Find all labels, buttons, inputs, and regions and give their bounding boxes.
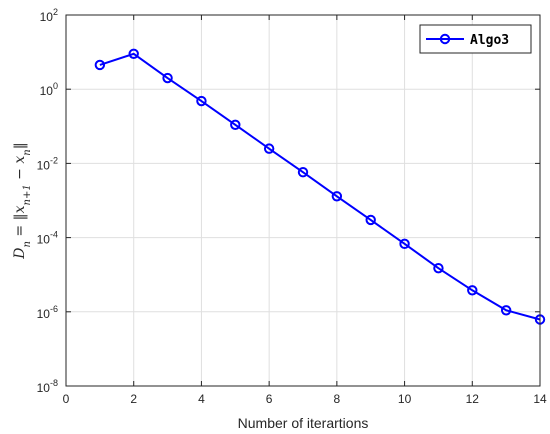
- x-tick-label: 2: [130, 392, 137, 406]
- x-tick-label: 8: [334, 392, 341, 406]
- y-axis-label: Dn = ‖xn+1 − xn‖: [12, 142, 33, 259]
- x-tick-label: 12: [466, 392, 480, 406]
- data-point-marker: [331, 191, 343, 202]
- data-point-marker: [162, 72, 173, 84]
- data-point-marker: [196, 95, 207, 107]
- data-point-marker: [263, 143, 275, 154]
- series-line-algo3: [99, 52, 541, 321]
- y-tick-label: 10-2: [37, 155, 58, 172]
- legend-entry-algo3: Algo3: [470, 33, 509, 48]
- y-tick-label: 10-6: [37, 304, 58, 321]
- x-tick-label: 14: [533, 392, 547, 406]
- data-point-marker: [297, 166, 309, 178]
- data-point-marker: [500, 305, 512, 316]
- y-tick-label: 100: [40, 81, 58, 98]
- y-tick-labels: 10-8 10-6 10-4 10-2 100 102: [37, 7, 58, 395]
- plot-area: [66, 15, 540, 386]
- data-point-marker: [230, 119, 241, 130]
- x-tick-label: 10: [398, 392, 412, 406]
- legend: Algo3: [419, 24, 532, 54]
- legend-marker-circle: [439, 33, 451, 45]
- y-tick-label: 10-4: [37, 230, 58, 247]
- x-axis-label: Number of iterartions: [238, 415, 369, 431]
- y-tick-label: 10-8: [37, 378, 58, 395]
- series-layer: [94, 48, 546, 325]
- x-tick-label: 6: [266, 392, 273, 406]
- data-point-marker: [128, 48, 139, 59]
- data-point-marker: [94, 59, 106, 71]
- x-tick-label: 4: [198, 392, 205, 406]
- grid: [66, 15, 540, 386]
- data-point-marker: [467, 285, 478, 296]
- axes-box: [65, 14, 541, 387]
- ticks: [65, 14, 541, 387]
- y-tick-label: 102: [40, 7, 58, 24]
- data-point-marker: [433, 262, 444, 274]
- x-tick-label: 0: [63, 392, 70, 406]
- data-point-marker: [399, 238, 410, 250]
- x-tick-labels: 0 2 4 6 8 10 12 14: [63, 392, 547, 406]
- data-point-marker: [365, 214, 376, 226]
